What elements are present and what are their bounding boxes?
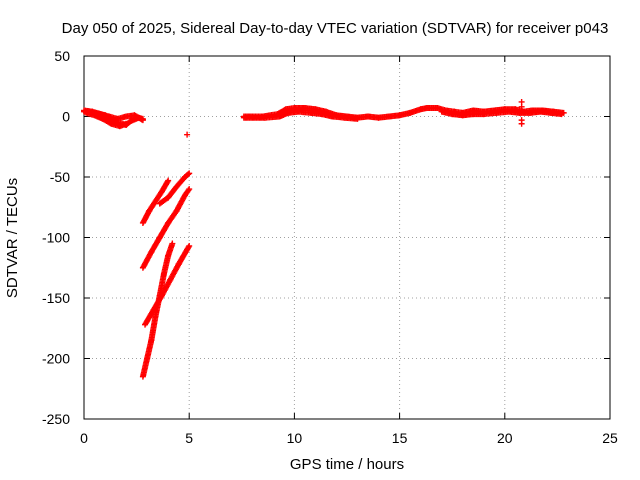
x-tick-label: 0 [80,430,88,446]
x-tick-label: 25 [602,430,618,446]
data-point [184,131,191,138]
data-point [164,178,171,185]
axis-ticks: 0 5 10 15 20 25 50 0 -50 -100 -150 -200 -250 [42,48,618,446]
data-point [354,115,361,122]
y-tick-label: -100 [42,230,70,246]
y-tick-label: 50 [54,48,70,64]
chart-title: Day 050 of 2025, Sidereal Day-to-day VTE… [62,20,609,37]
data-point [518,103,525,110]
data-point [185,187,192,194]
data-point [139,117,146,124]
data-point [186,242,193,249]
data-point [186,170,193,177]
data-point [518,120,525,127]
y-axis-title: SDTVAR / TECUs [4,178,21,298]
y-tick-label: -50 [50,169,70,185]
x-axis-title: GPS time / hours [290,456,404,473]
data-point [185,244,192,251]
y-tick-label: -250 [42,411,70,427]
data-point [169,240,176,247]
data-point [165,177,172,184]
x-tick-label: 10 [287,430,303,446]
y-tick-label: -150 [42,290,70,306]
data-point [186,186,193,193]
x-tick-label: 15 [392,430,408,446]
x-tick-label: 20 [497,430,513,446]
data-points [81,98,567,380]
data-point [558,111,565,118]
data-point [185,171,192,178]
x-tick-label: 5 [185,430,193,446]
data-point [123,120,130,127]
y-tick-label: 0 [62,109,70,125]
y-tick-label: -200 [42,351,70,367]
